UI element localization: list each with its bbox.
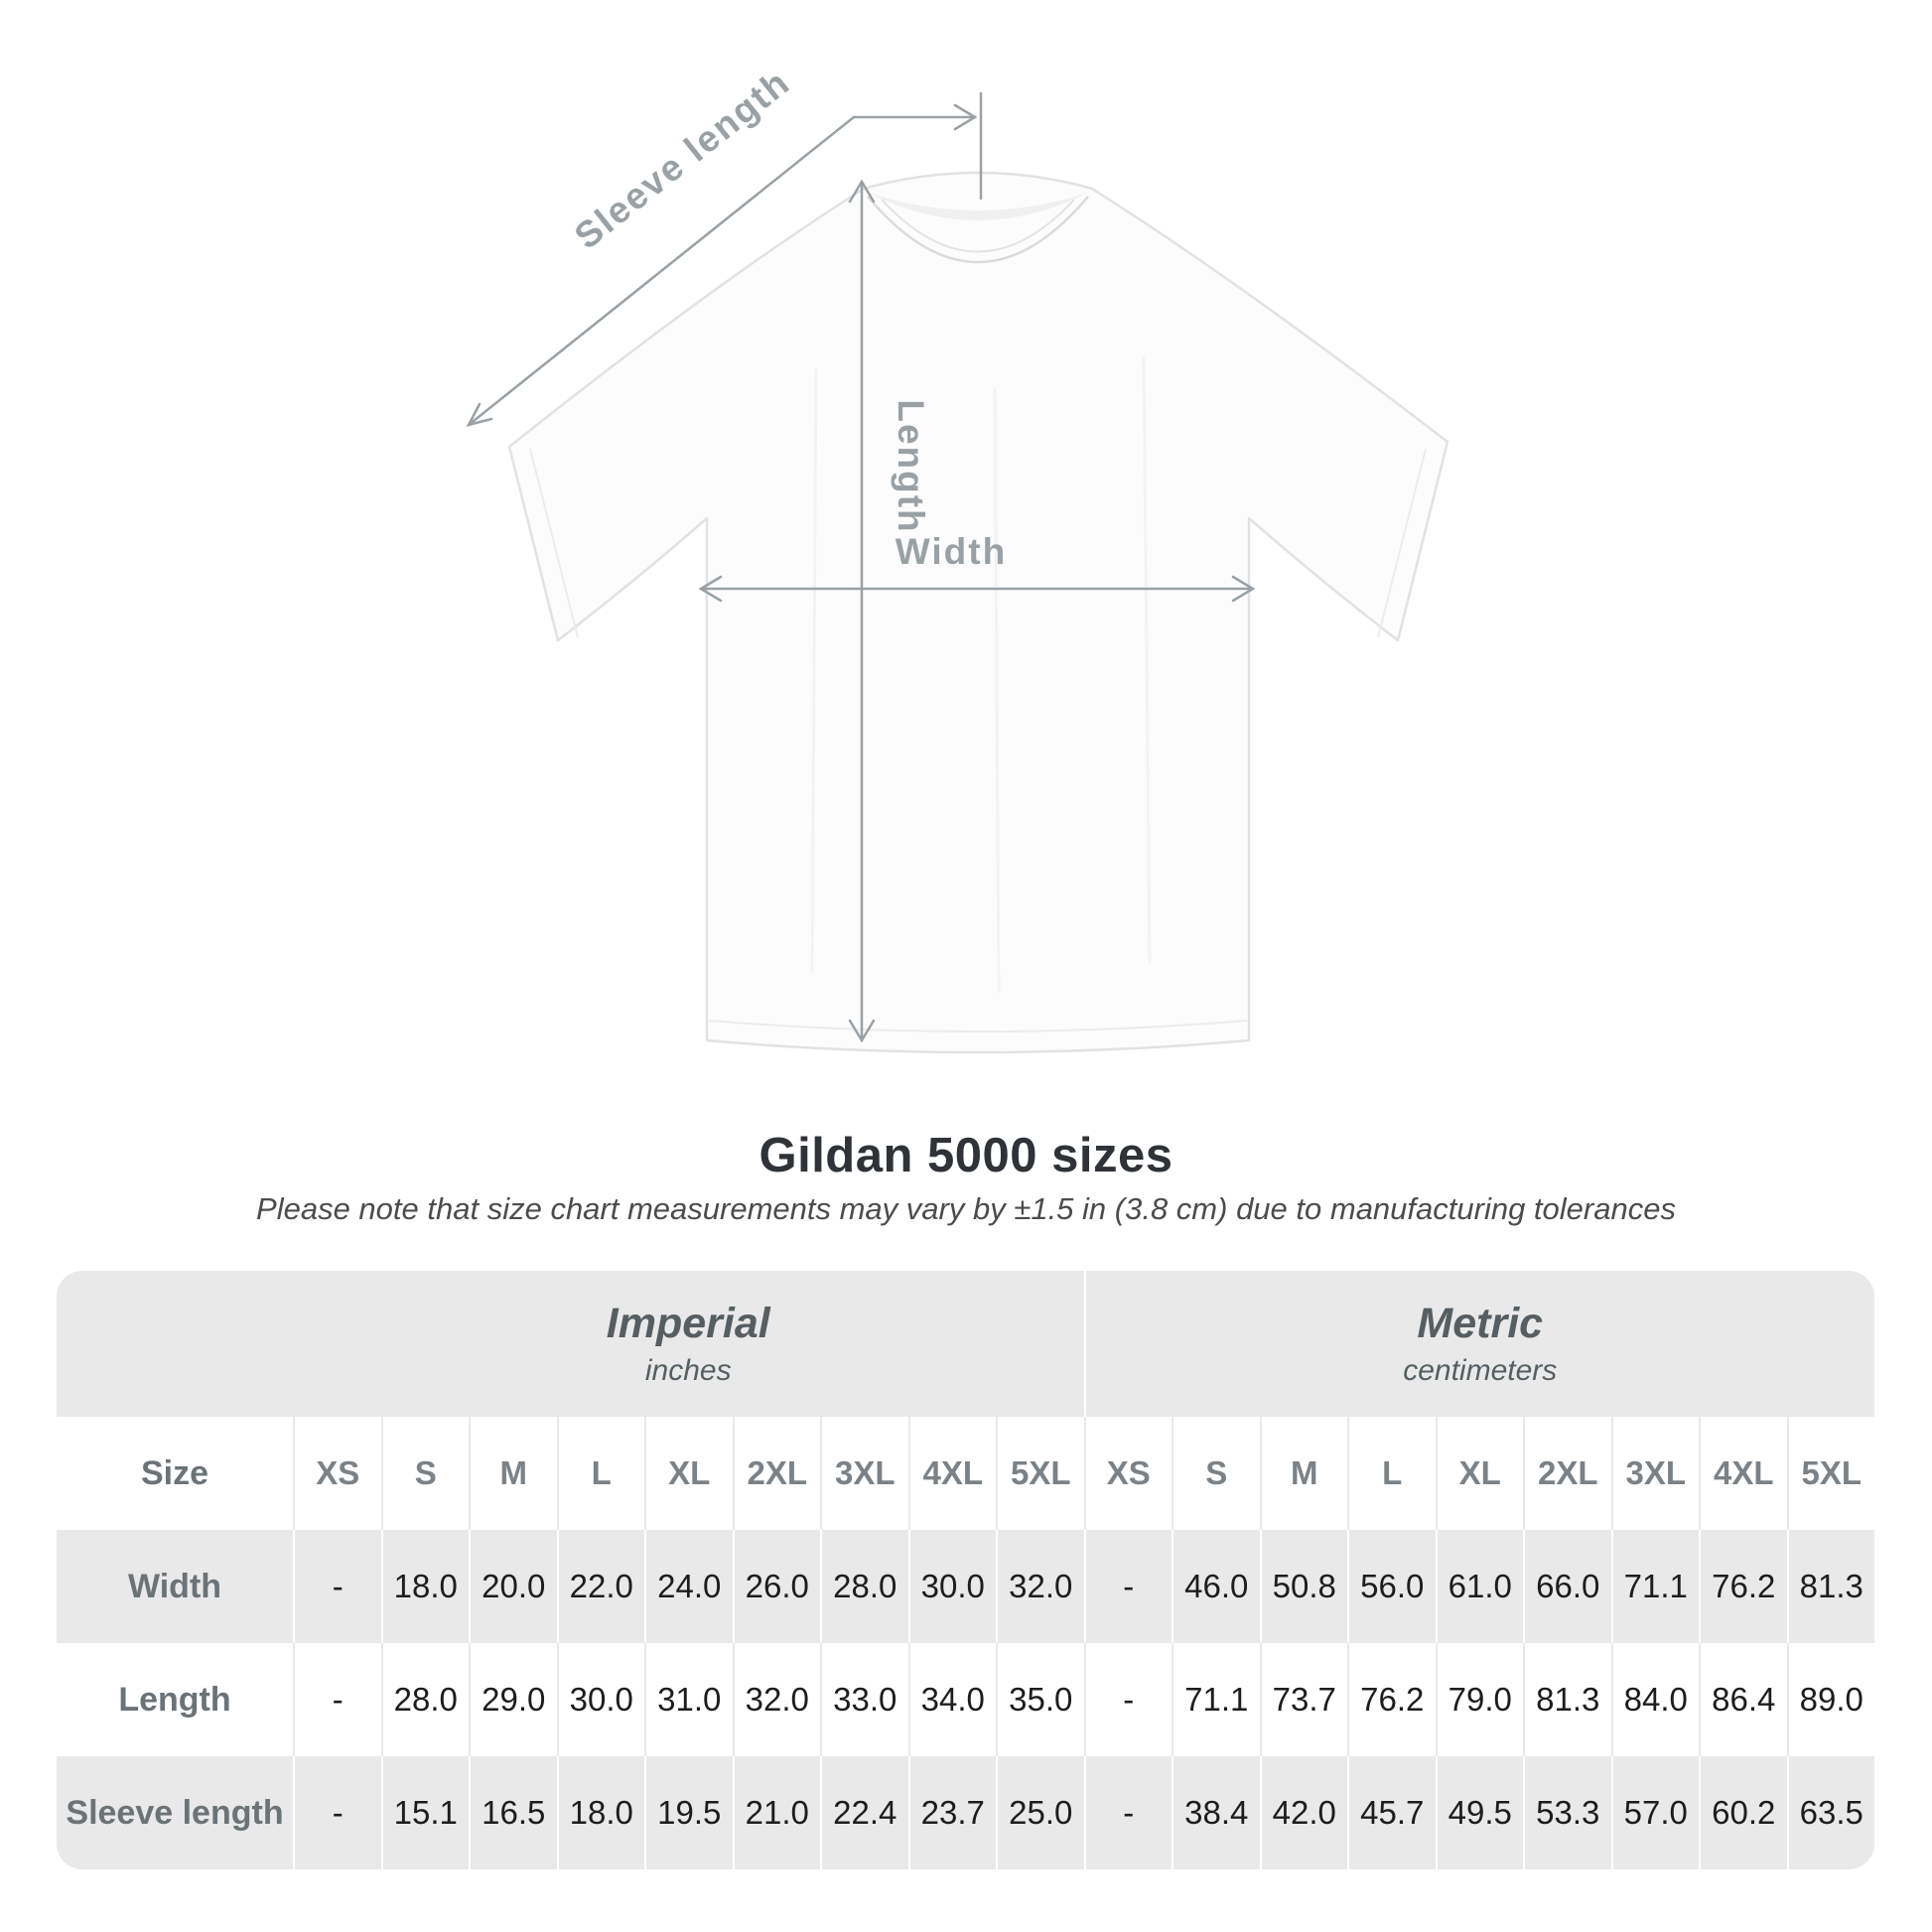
value-cell: 31.0: [644, 1643, 733, 1756]
value-cell: 56.0: [1347, 1530, 1436, 1643]
value-cell: 25.0: [996, 1756, 1084, 1869]
size-header: 5XL: [1786, 1417, 1874, 1530]
value-cell: 53.3: [1523, 1756, 1611, 1869]
value-cell: -: [1083, 1643, 1172, 1756]
value-cell: 18.0: [380, 1530, 469, 1643]
value-cell: 29.0: [469, 1643, 557, 1756]
size-header: XS: [1083, 1417, 1172, 1530]
unit-header-metric: Metric centimeters: [1083, 1271, 1874, 1417]
size-header: L: [556, 1417, 644, 1530]
value-cell: 84.0: [1610, 1643, 1699, 1756]
row-label-length: Length: [57, 1643, 293, 1756]
size-header: M: [1259, 1417, 1347, 1530]
size-col-header: Size: [57, 1417, 293, 1530]
length-label: Length: [891, 399, 931, 533]
value-cell: -: [293, 1756, 381, 1869]
value-cell: 89.0: [1786, 1643, 1874, 1756]
size-header: S: [1172, 1417, 1260, 1530]
value-cell: 32.0: [732, 1643, 820, 1756]
value-cell: 33.0: [820, 1643, 908, 1756]
value-cell: 71.1: [1172, 1643, 1260, 1756]
value-cell: 30.0: [907, 1530, 996, 1643]
page-title: Gildan 5000 sizes: [759, 1129, 1173, 1182]
value-cell: 71.1: [1610, 1530, 1699, 1643]
value-cell: 22.4: [820, 1756, 908, 1869]
value-cell: 76.2: [1347, 1643, 1436, 1756]
row-label-width: Width: [57, 1530, 293, 1643]
value-cell: 20.0: [469, 1530, 557, 1643]
size-header: XL: [644, 1417, 733, 1530]
size-header: 4XL: [907, 1417, 996, 1530]
collar: [867, 193, 1089, 264]
size-header: 3XL: [1610, 1417, 1699, 1530]
value-cell: 35.0: [996, 1643, 1084, 1756]
sleeve-length-label: Sleeve length: [567, 62, 797, 257]
value-cell: 32.0: [996, 1530, 1084, 1643]
value-cell: 26.0: [732, 1530, 820, 1643]
size-header: S: [380, 1417, 469, 1530]
size-header: 2XL: [732, 1417, 820, 1530]
size-header: M: [469, 1417, 557, 1530]
measurement-annotations: [466, 91, 1256, 1043]
value-cell: 19.5: [644, 1756, 733, 1869]
value-cell: 15.1: [380, 1756, 469, 1869]
unit-header-spacer: [57, 1271, 293, 1417]
row-label-sleeve-length: Sleeve length: [57, 1756, 293, 1869]
value-cell: 23.7: [907, 1756, 996, 1869]
value-cell: 18.0: [556, 1756, 644, 1869]
tshirt-graphic: [507, 171, 1449, 1054]
size-header: L: [1347, 1417, 1436, 1530]
value-cell: 24.0: [644, 1530, 733, 1643]
value-cell: 76.2: [1699, 1530, 1787, 1643]
value-cell: 21.0: [732, 1756, 820, 1869]
value-cell: 60.2: [1699, 1756, 1787, 1869]
size-table: Imperial inches Metric centimeters Size …: [57, 1271, 1874, 1869]
imperial-label: Imperial: [606, 1300, 770, 1348]
size-header: 3XL: [820, 1417, 908, 1530]
value-cell: 16.5: [469, 1756, 557, 1869]
width-arrow: [698, 575, 1256, 603]
tshirt-measurement-diagram: Sleeve length Length Width: [466, 62, 1449, 1054]
value-cell: 73.7: [1259, 1643, 1347, 1756]
imperial-unit-label: inches: [644, 1353, 732, 1387]
size-header: XS: [293, 1417, 381, 1530]
width-label: Width: [896, 531, 1007, 572]
value-cell: 46.0: [1172, 1530, 1260, 1643]
value-cell: 38.4: [1172, 1756, 1260, 1869]
unit-header-imperial: Imperial inches: [293, 1271, 1084, 1417]
value-cell: 45.7: [1347, 1756, 1436, 1869]
value-cell: 30.0: [556, 1643, 644, 1756]
size-header: XL: [1435, 1417, 1523, 1530]
value-cell: 42.0: [1259, 1756, 1347, 1869]
value-cell: 66.0: [1523, 1530, 1611, 1643]
value-cell: 81.3: [1523, 1643, 1611, 1756]
value-cell: 61.0: [1435, 1530, 1523, 1643]
value-cell: 28.0: [380, 1643, 469, 1756]
seam-lines: [529, 448, 1427, 1033]
value-cell: -: [1083, 1530, 1172, 1643]
value-cell: 34.0: [907, 1643, 996, 1756]
fabric-folds: [810, 356, 1152, 994]
sleeve-length-arrow: [466, 91, 983, 427]
value-cell: -: [1083, 1756, 1172, 1869]
value-cell: 57.0: [1610, 1756, 1699, 1869]
size-header: 4XL: [1699, 1417, 1787, 1530]
value-cell: 22.0: [556, 1530, 644, 1643]
value-cell: 49.5: [1435, 1756, 1523, 1869]
value-cell: 28.0: [820, 1530, 908, 1643]
value-cell: 86.4: [1699, 1643, 1787, 1756]
value-cell: 63.5: [1786, 1756, 1874, 1869]
length-arrow: [848, 179, 876, 1043]
value-cell: 50.8: [1259, 1530, 1347, 1643]
value-cell: -: [293, 1643, 381, 1756]
value-cell: -: [293, 1530, 381, 1643]
metric-unit-label: centimeters: [1403, 1353, 1558, 1387]
tolerance-note: Please note that size chart measurements…: [256, 1191, 1676, 1226]
value-cell: 79.0: [1435, 1643, 1523, 1756]
size-header: 2XL: [1523, 1417, 1611, 1530]
size-header: 5XL: [996, 1417, 1084, 1530]
metric-label: Metric: [1417, 1300, 1544, 1348]
value-cell: 81.3: [1786, 1530, 1874, 1643]
